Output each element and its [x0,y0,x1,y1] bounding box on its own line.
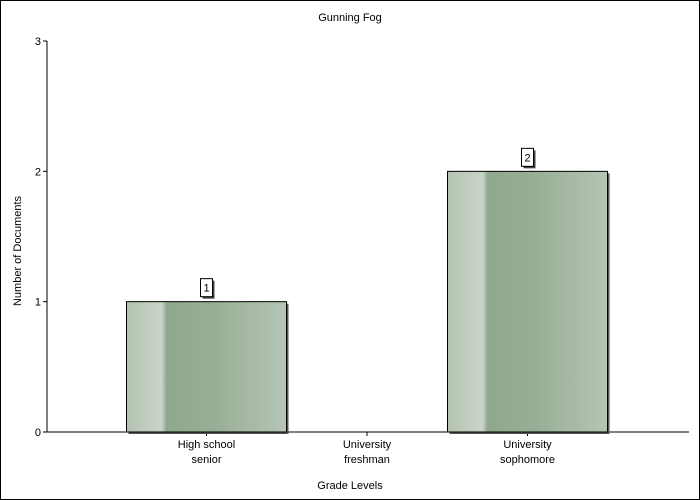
bar [126,301,287,433]
bar [447,170,608,433]
y-tick-label: 1 [35,297,41,309]
data-label: 1 [203,283,209,295]
data-label-box [521,147,534,167]
data-label-box [200,278,213,298]
plot-area: 0 1 2 3 High school senior 1 University freshman… [35,36,689,466]
x-tick-label: High school senior [178,439,235,466]
y-tick-label: 3 [35,36,41,48]
x-tick-label: University sophomore [500,439,555,466]
y-axis-label: Number of Documents [12,195,24,306]
chart-title: Gunning Fog [318,12,382,24]
x-axis-label: Grade Levels [317,480,383,492]
y-tick-label: 0 [35,427,41,439]
y-tick-label: 2 [35,166,41,178]
x-tick-label: University freshman [343,439,392,466]
data-label: 2 [524,152,530,164]
